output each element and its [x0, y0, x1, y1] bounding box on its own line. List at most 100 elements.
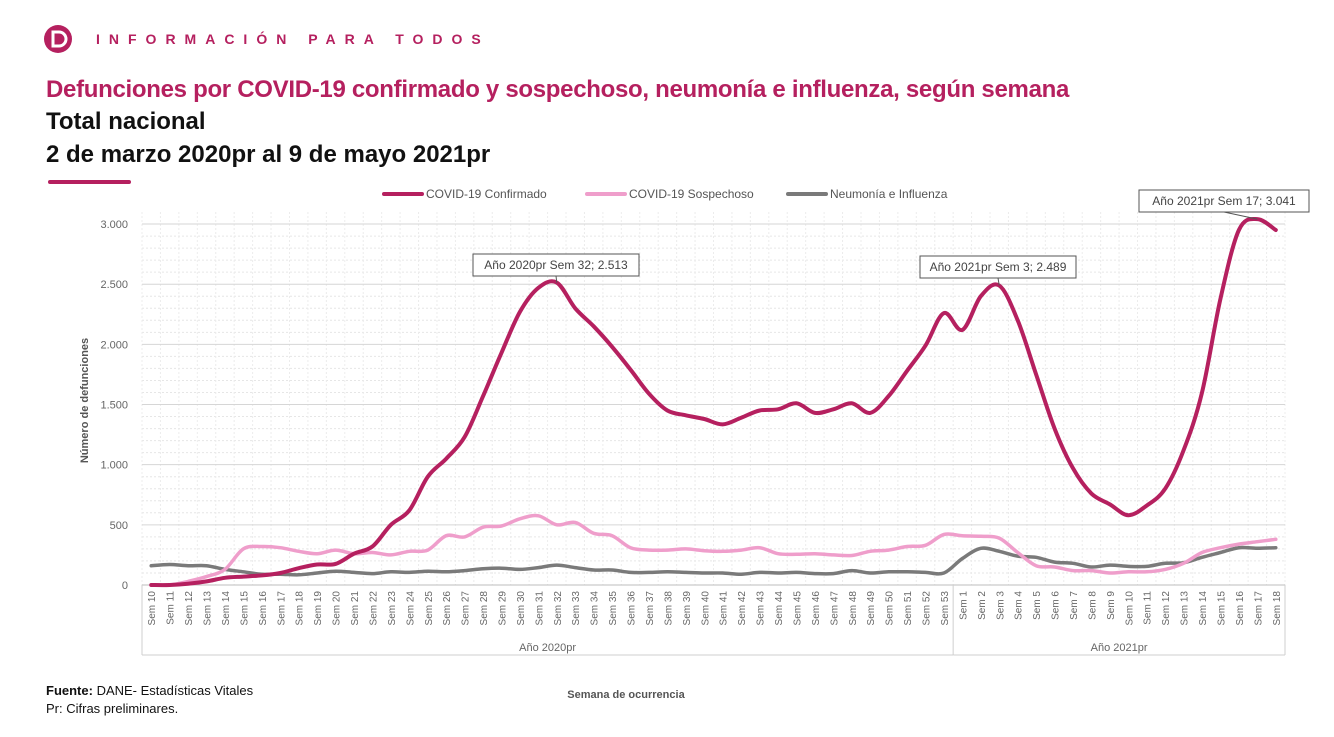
x-tick-label: Sem 46 — [811, 591, 822, 626]
x-tick-label: Sem 50 — [885, 591, 896, 626]
dane-logo-icon — [44, 25, 72, 53]
x-tick-label: Sem 52 — [922, 591, 933, 626]
x-tick-label: Sem 3 — [995, 591, 1006, 620]
x-tick-label: Sem 30 — [516, 591, 527, 626]
x-tick-label: Sem 18 — [1272, 591, 1283, 626]
x-tick-label: Sem 12 — [184, 591, 195, 626]
group-label: Año 2021pr — [1091, 642, 1148, 654]
x-tick-label: Sem 13 — [1180, 591, 1191, 626]
callout-label: Año 2021pr Sem 3; 2.489 — [930, 260, 1067, 274]
brand-header: INFORMACIÓN PARA TODOS — [44, 24, 490, 54]
x-tick-label: Sem 20 — [332, 591, 343, 626]
x-tick-label: Sem 37 — [645, 591, 656, 626]
x-tick-label: Sem 43 — [756, 591, 767, 626]
callout-box — [919, 255, 1077, 279]
x-tick-label: Sem 24 — [405, 591, 416, 626]
callout-leader — [1223, 211, 1258, 220]
data-callout: Año 2020pr Sem 32; 2.513 — [472, 253, 640, 283]
brand-tagline: INFORMACIÓN PARA TODOS — [96, 31, 490, 47]
x-tick-label: Sem 53 — [940, 591, 951, 626]
callout-label: Año 2021pr Sem 17; 3.041 — [1152, 194, 1296, 208]
callout-leader — [555, 275, 558, 283]
legend-covid-confirmado: COVID-19 Confirmado — [382, 187, 547, 201]
x-tick-label: Sem 28 — [479, 591, 490, 626]
x-tick-label: Sem 27 — [461, 591, 472, 626]
x-tick-label: Sem 41 — [719, 591, 730, 626]
x-tick-label: Sem 38 — [663, 591, 674, 626]
x-tick-label: Sem 45 — [792, 591, 803, 626]
x-tick-label: Sem 40 — [700, 591, 711, 626]
source-label: Fuente: — [46, 683, 93, 698]
x-tick-label: Sem 42 — [737, 591, 748, 626]
chart-subtitle-scope: Total nacional — [46, 108, 206, 135]
source-line: Fuente: DANE- Estadísticas Vitales — [46, 682, 253, 700]
y-tick-label: 0 — [122, 580, 128, 592]
legend-neumonia-influenza: Neumonía e Influenza — [786, 187, 948, 201]
x-tick-label: Sem 34 — [590, 591, 601, 626]
legend-label: COVID-19 Confirmado — [426, 187, 547, 201]
y-tick-label: 2.500 — [100, 279, 128, 291]
x-tick-label: Sem 26 — [442, 591, 453, 626]
series-line-neumonia-influenza — [149, 545, 1278, 577]
callout-label: Año 2020pr Sem 32; 2.513 — [484, 258, 628, 272]
y-tick-label: 1.500 — [100, 400, 128, 412]
y-tick-label: 500 — [110, 520, 128, 532]
x-tick-label: Sem 5 — [1032, 591, 1043, 620]
legend-label: COVID-19 Sospechoso — [629, 187, 754, 201]
x-tick-label: Sem 29 — [497, 591, 508, 626]
x-tick-label: Sem 4 — [1014, 591, 1025, 620]
x-tick-label: Sem 2 — [977, 591, 988, 620]
callout-box — [472, 253, 640, 277]
x-tick-label: Sem 14 — [1198, 591, 1209, 626]
y-tick-label: 1.000 — [100, 460, 128, 472]
x-tick-label: Sem 15 — [1216, 591, 1227, 626]
group-label: Año 2020pr — [519, 642, 576, 654]
series-line-covid-sospechoso — [149, 513, 1278, 588]
x-tick-label: Sem 13 — [203, 591, 214, 626]
legend-covid-sospechoso: COVID-19 Sospechoso — [585, 187, 754, 201]
callout-leader — [997, 277, 1000, 286]
chart-subtitle-period: 2 de marzo 2020pr al 9 de mayo 2021pr — [46, 141, 491, 168]
x-tick-label: Sem 49 — [866, 591, 877, 626]
x-tick-label: Sem 23 — [387, 591, 398, 626]
x-tick-label: Sem 21 — [350, 591, 361, 626]
x-tick-label: Sem 36 — [627, 591, 638, 626]
y-axis-label: Número de defunciones — [79, 338, 91, 463]
grid — [141, 212, 1286, 586]
x-tick-label: Sem 22 — [368, 591, 379, 626]
x-tick-label: Sem 32 — [553, 591, 564, 626]
x-tick-label: Sem 11 — [1143, 591, 1154, 625]
x-tick-label: Sem 14 — [221, 591, 232, 626]
x-tick-label: Sem 18 — [295, 591, 306, 626]
x-tick-label: Sem 8 — [1087, 591, 1098, 620]
x-tick-label: Sem 48 — [848, 591, 859, 626]
x-tick-label: Sem 31 — [534, 591, 545, 626]
series-line-covid-confirmado — [149, 216, 1278, 588]
data-callout: Año 2021pr Sem 17; 3.041 — [1138, 189, 1310, 220]
x-tick-label: Sem 12 — [1161, 591, 1172, 626]
y-tick-label: 3.000 — [100, 219, 128, 231]
x-tick-label: Sem 11 — [166, 591, 177, 625]
x-tick-label: Sem 7 — [1069, 591, 1080, 620]
x-tick-label: Sem 16 — [258, 591, 269, 626]
x-tick-label: Sem 1 — [958, 591, 969, 620]
x-tick-label: Sem 35 — [608, 591, 619, 626]
x-tick-label: Sem 9 — [1106, 591, 1117, 620]
source-text: DANE- Estadísticas Vitales — [92, 683, 254, 698]
x-tick-label: Sem 47 — [829, 591, 840, 626]
x-tick-label: Sem 39 — [682, 591, 693, 626]
x-tick-label: Sem 51 — [903, 591, 914, 626]
x-tick-label: Sem 44 — [774, 591, 785, 626]
x-tick-label: Sem 10 — [147, 591, 158, 626]
chart-title: Defunciones por COVID-19 confirmado y so… — [46, 76, 1070, 103]
legend-label: Neumonía e Influenza — [830, 187, 948, 201]
x-tick-label: Sem 17 — [1253, 591, 1264, 626]
y-tick-label: 2.000 — [100, 339, 128, 351]
x-tick-label: Sem 6 — [1051, 591, 1062, 620]
x-tick-label: Sem 25 — [424, 591, 435, 626]
x-tick-label: Sem 17 — [276, 591, 287, 626]
data-callout: Año 2021pr Sem 3; 2.489 — [919, 255, 1077, 286]
x-axis-label: Semana de ocurrencia — [567, 689, 685, 701]
title-underline — [48, 180, 131, 184]
